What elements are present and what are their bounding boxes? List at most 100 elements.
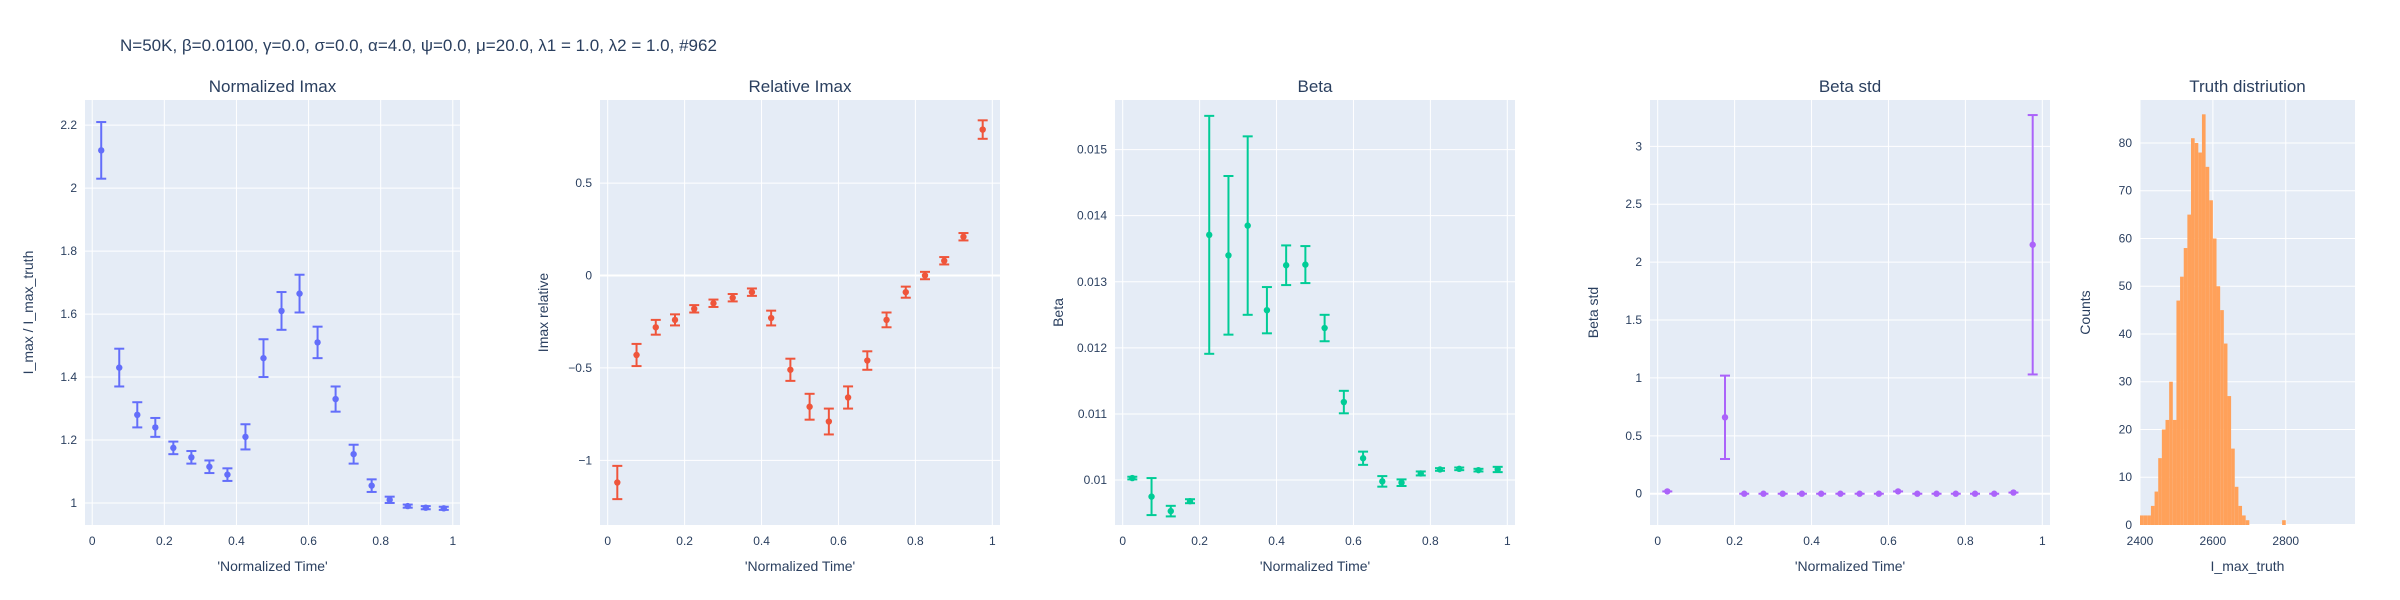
data-point <box>1282 262 1290 269</box>
data-point <box>1837 490 1844 497</box>
x-tick-label: 2800 <box>2272 534 2299 548</box>
data-point <box>98 147 105 154</box>
data-point <box>921 272 929 279</box>
y-axis-title: I_max / I_max_truth <box>20 251 36 375</box>
y-tick-label: 1.8 <box>60 244 77 258</box>
data-point <box>825 418 833 425</box>
histogram-bar <box>2194 142 2199 525</box>
x-tick-label: 0.4 <box>1803 534 1820 548</box>
x-tick-label: 1 <box>1504 534 1511 548</box>
y-tick-label: 2.5 <box>1625 197 1642 211</box>
data-point <box>1721 414 1729 421</box>
data-point <box>1263 306 1271 314</box>
histogram-bar <box>2212 238 2217 525</box>
data-point <box>941 257 948 264</box>
y-tick-label: 30 <box>2119 375 2133 389</box>
data-point <box>960 233 967 240</box>
data-point <box>422 504 429 511</box>
data-point <box>979 126 986 133</box>
histogram-bar <box>2187 214 2192 525</box>
data-point <box>1494 466 1501 473</box>
y-tick-label: 0.012 <box>1077 341 1107 355</box>
x-tick-label: 0.6 <box>1345 534 1362 548</box>
data-point <box>1856 490 1863 497</box>
histogram-bar <box>2234 486 2239 525</box>
panel-title: Beta std <box>1819 77 1881 96</box>
y-axis-title: Beta std <box>1585 287 1601 338</box>
histogram-bar <box>2191 138 2195 525</box>
plot-background <box>600 100 1000 525</box>
x-tick-label: 2600 <box>2200 534 2227 548</box>
histogram-bar <box>2238 505 2243 525</box>
x-tick-label: 0 <box>604 534 611 548</box>
data-point <box>902 288 909 296</box>
histogram-bar <box>2183 248 2188 526</box>
data-point <box>1148 493 1155 500</box>
y-tick-label: −1 <box>578 453 592 467</box>
data-point <box>1779 490 1786 497</box>
data-point <box>1798 490 1806 497</box>
data-point <box>260 354 267 362</box>
data-point <box>206 463 213 470</box>
data-point <box>1206 231 1213 239</box>
y-tick-label: 70 <box>2119 184 2133 198</box>
data-point <box>1186 498 1194 505</box>
data-point <box>224 471 231 478</box>
data-point <box>1971 490 1979 497</box>
data-point <box>1436 466 1444 473</box>
plot-background <box>1115 100 1515 525</box>
y-tick-label: 0 <box>1635 487 1642 501</box>
data-point <box>1914 490 1921 497</box>
data-point <box>134 411 141 419</box>
data-point <box>844 394 852 401</box>
data-point <box>1760 490 1767 497</box>
data-point <box>1817 490 1825 497</box>
x-tick-label: 0.4 <box>753 534 770 548</box>
panel-title: Truth distriution <box>2189 77 2306 96</box>
panel-title: Normalized Imax <box>209 77 337 96</box>
data-point <box>1244 222 1251 229</box>
x-axis-title: 'Normalized Time' <box>1795 558 1905 574</box>
data-point <box>1129 474 1136 482</box>
histogram-bar <box>2172 419 2177 525</box>
x-axis-title: 'Normalized Time' <box>217 558 327 574</box>
panel-title: Relative Imax <box>749 77 852 96</box>
y-axis-title: Counts <box>2077 290 2093 334</box>
data-point <box>633 351 640 359</box>
data-point <box>440 505 447 512</box>
x-tick-label: 0.8 <box>907 534 924 548</box>
x-tick-label: 0.2 <box>156 534 173 548</box>
data-point <box>332 395 339 403</box>
histogram-bar <box>2154 491 2159 525</box>
y-tick-label: 80 <box>2119 136 2133 150</box>
data-point <box>188 454 195 461</box>
data-point <box>1167 507 1174 515</box>
y-tick-label: 2.2 <box>60 118 77 132</box>
y-tick-label: 0 <box>585 269 592 283</box>
x-tick-label: 0 <box>89 534 96 548</box>
x-tick-label: 1 <box>449 534 456 548</box>
data-point <box>2010 489 2017 496</box>
histogram-bar <box>2220 310 2224 525</box>
histogram-bar <box>2158 458 2162 525</box>
histogram-bar <box>2176 300 2181 525</box>
x-tick-label: 0.2 <box>1726 534 1743 548</box>
y-tick-label: 20 <box>2119 422 2133 436</box>
histogram-bar <box>2216 286 2221 525</box>
y-tick-label: 2 <box>70 181 77 195</box>
data-point <box>806 403 813 410</box>
panel-title: Beta <box>1298 77 1334 96</box>
x-tick-label: 0.4 <box>1268 534 1285 548</box>
data-point <box>1952 490 1959 497</box>
histogram-bar <box>2147 515 2151 525</box>
y-tick-label: 1 <box>70 496 77 510</box>
x-tick-label: 0 <box>1654 534 1661 548</box>
histogram-bar <box>2198 152 2202 526</box>
plot-background <box>1650 100 2050 525</box>
data-point <box>729 294 736 301</box>
data-point <box>368 482 375 489</box>
plot-background <box>85 100 460 525</box>
x-tick-label: 0 <box>1119 534 1126 548</box>
histogram-bar <box>2231 448 2235 525</box>
y-tick-label: 50 <box>2119 279 2133 293</box>
